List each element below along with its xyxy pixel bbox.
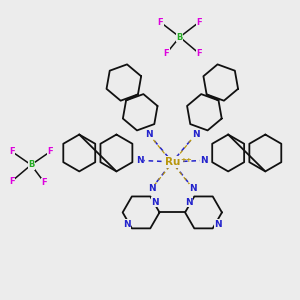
Text: F: F (9, 177, 15, 186)
Text: N: N (152, 197, 159, 206)
Text: B: B (28, 160, 34, 169)
Text: N: N (123, 220, 130, 229)
Text: N: N (148, 184, 155, 193)
Text: F: F (158, 18, 163, 27)
Text: N: N (192, 130, 199, 139)
Text: F: F (196, 49, 202, 58)
Text: N: N (185, 197, 193, 206)
Text: N: N (189, 184, 197, 193)
Text: N: N (201, 156, 208, 165)
Text: N: N (145, 130, 153, 139)
Text: B: B (176, 33, 183, 42)
Text: ++: ++ (181, 157, 192, 163)
Text: F: F (48, 147, 53, 156)
Text: N: N (214, 220, 222, 229)
Text: N: N (136, 156, 144, 165)
Text: F: F (9, 147, 15, 156)
Text: Ru: Ru (165, 157, 180, 167)
Text: F: F (196, 18, 202, 27)
Text: F: F (164, 49, 169, 58)
Text: F: F (42, 178, 47, 187)
